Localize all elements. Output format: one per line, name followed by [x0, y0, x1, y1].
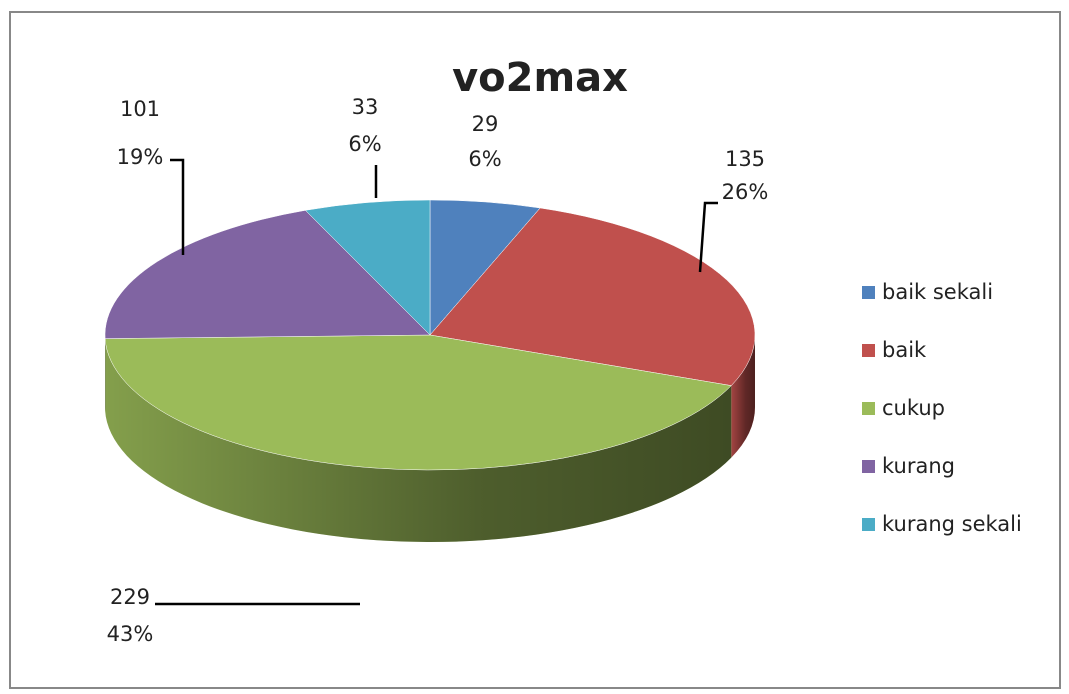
- legend-swatch: [862, 344, 875, 357]
- data-label-percent: 6%: [348, 132, 381, 156]
- legend-label: baik: [882, 338, 927, 362]
- slice: [429, 207, 756, 386]
- data-label-percent: 26%: [722, 180, 769, 204]
- leader-line: [170, 158, 185, 255]
- legend-label: cukup: [882, 396, 945, 420]
- legend-label: kurang sekali: [882, 512, 1022, 536]
- legend-swatch: [862, 286, 875, 299]
- data-label-percent: 19%: [117, 145, 164, 169]
- slice-side-shade: [105, 338, 732, 542]
- slice: [304, 199, 431, 336]
- data-label: 33: [352, 95, 379, 119]
- legend-swatch: [862, 460, 875, 473]
- data-label: 101: [120, 97, 160, 121]
- legend-label: baik sekali: [882, 280, 993, 304]
- data-label: 29: [472, 112, 499, 136]
- slice: [104, 334, 732, 471]
- data-label: 229: [110, 585, 150, 609]
- legend-label: kurang: [882, 454, 955, 478]
- chart-title: vo2max: [452, 55, 628, 101]
- leader-line: [698, 201, 718, 273]
- slice-side-shade: [731, 335, 755, 458]
- data-label: 135: [725, 147, 765, 171]
- data-label-percent: 43%: [107, 622, 154, 646]
- data-label-percent: 6%: [468, 147, 501, 171]
- legend-swatch: [862, 518, 875, 531]
- slice: [104, 210, 431, 339]
- legend-swatch: [862, 402, 875, 415]
